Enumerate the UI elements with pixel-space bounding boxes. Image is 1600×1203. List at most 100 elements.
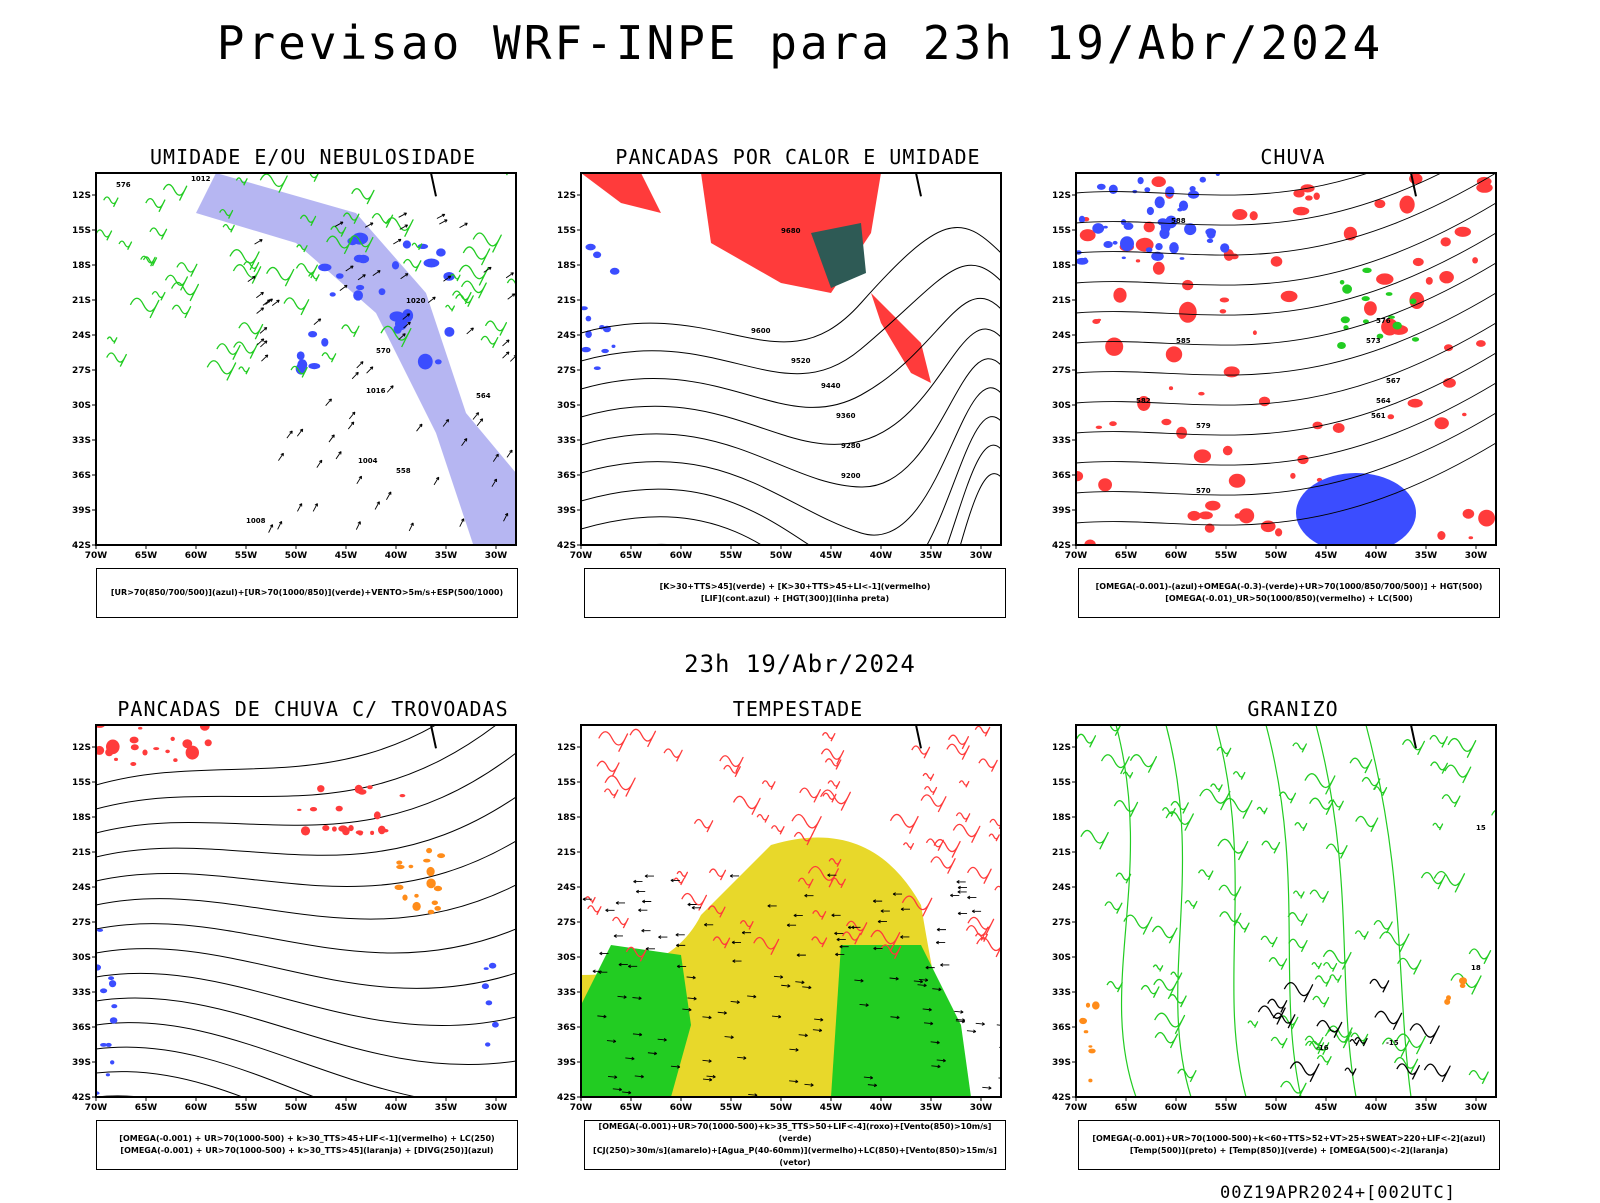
temp850-contour: [1294, 822, 1308, 832]
caption-line: [Temp(500)](preto) + [Temp(850)](verde) …: [1129, 1146, 1449, 1155]
temp850-contour: [1304, 773, 1336, 795]
map-granizo: -15 -16 15 18 12S 15S 18S 21S 24S 27S 30S 33S 36S 39S…: [1052, 724, 1497, 1113]
temp850-contour: [1379, 931, 1410, 953]
wind-vector: [364, 222, 374, 228]
rain-blue: [1146, 206, 1154, 216]
temp850-contour: [1311, 962, 1322, 970]
panel-title: TEMPESTADE: [732, 697, 864, 721]
humidity-upper: [357, 254, 370, 264]
map-background: [1076, 173, 1496, 545]
temp850-contour: [1361, 776, 1381, 791]
contour-label: 582: [1136, 397, 1151, 405]
precip-water-red: [952, 823, 981, 843]
precip-water-red: [902, 842, 914, 850]
divergence-blue: [109, 1017, 118, 1024]
rain-blue: [1092, 223, 1105, 234]
wind-vector: [975, 1022, 985, 1026]
caption-line: [LIF](cont.azul) + [HGT(300)](linha pret…: [700, 594, 890, 603]
wind-vector: [612, 1087, 623, 1092]
contour-label: 9680: [781, 227, 801, 235]
lat-tick-label: 42S: [1052, 541, 1071, 551]
precip-water-red: [947, 734, 969, 750]
lat-tick-label: 36S: [557, 1023, 576, 1033]
precip-water-red: [693, 818, 714, 833]
wind-vector: [682, 1007, 692, 1012]
wind-vector: [503, 512, 509, 522]
wind-vector: [606, 1039, 617, 1044]
rain-blue: [1179, 257, 1185, 260]
hgt300-contour: [581, 226, 1001, 343]
storm-red: [367, 785, 373, 790]
divergence-blue: [485, 1042, 491, 1047]
green-contour: [341, 324, 360, 338]
lat-tick-label: 24S: [72, 883, 91, 893]
wind-vector: [615, 901, 626, 905]
temp850-contour: [1292, 890, 1305, 899]
lat-tick-label: 27S: [72, 366, 91, 376]
lif-contour: [601, 348, 609, 354]
temp850-contour: [1354, 930, 1369, 940]
humidity-upper: [295, 363, 307, 375]
rain-red: [1204, 523, 1215, 533]
green-contour: [295, 263, 318, 279]
temp850-contour: [1278, 1015, 1299, 1030]
lat-tick-label: 30S: [1052, 401, 1071, 411]
rain-red: [1178, 301, 1197, 323]
wind-vector: [472, 412, 480, 420]
wind-vector: [859, 1003, 869, 1007]
border-line: [1236, 92, 1316, 150]
caption-line: [CJ(250)>30m/s](amarelo)+[Agua_P(40-60mm…: [593, 1146, 997, 1167]
wind-vector: [930, 1040, 940, 1045]
wind-vector: [890, 1015, 900, 1020]
temp850-contour: [1165, 811, 1194, 831]
rain-blue: [1184, 223, 1197, 236]
lat-tick-label: 36S: [1052, 1023, 1071, 1033]
rain-blue: [1121, 256, 1126, 260]
lon-tick-label: 40W: [1365, 1103, 1388, 1113]
precip-water-red: [596, 760, 620, 777]
map-frame: [580, 172, 1002, 546]
wind-vector: [491, 478, 498, 487]
wind-vector: [297, 503, 303, 512]
rain-red: [1462, 412, 1467, 417]
wind-vector: [729, 874, 740, 878]
contour-label: 573: [1366, 337, 1381, 345]
main-title: Previsao WRF-INPE para 23h 19/Abr/2024: [216, 16, 1384, 70]
storm-red: [354, 784, 363, 794]
temp850-contour: [1304, 1035, 1324, 1049]
wind-vector: [732, 959, 742, 963]
storm-red: [182, 739, 193, 749]
storm-orange: [426, 878, 436, 889]
wind-vector: [670, 878, 680, 883]
temp850-contour: [1327, 1025, 1353, 1044]
lif-contour: [585, 330, 592, 338]
temp850-contour: [1305, 1040, 1325, 1055]
storm-red: [317, 785, 325, 793]
storm-red: [106, 739, 120, 755]
lon-tick-label: 60W: [185, 551, 208, 561]
divergence-blue: [108, 976, 115, 981]
map-pancadas-calor: 9680 9600 9520 9440 9360 9280 9200 12S 15S 18S 21S…: [557, 172, 1002, 561]
temp850-contour: [1154, 1012, 1186, 1035]
lat-tick-label: 42S: [557, 1093, 576, 1103]
rain-green: [1392, 321, 1402, 330]
precip-water-red: [799, 787, 821, 803]
wind-vector: [867, 1083, 878, 1088]
wind-vector: [271, 299, 280, 307]
wind-vector: [476, 418, 484, 427]
temp850-contour: [1322, 949, 1352, 970]
temp850-contour: [1468, 1070, 1489, 1085]
rain-red: [1425, 277, 1433, 285]
green-contour: [259, 173, 288, 193]
rain-red: [1462, 508, 1475, 519]
instability-red: [581, 173, 661, 213]
precip-water-red: [966, 866, 992, 885]
wind-vector: [366, 366, 374, 374]
wind-vector: [627, 964, 638, 969]
temp850-contour: [1355, 815, 1379, 832]
rain-red: [1407, 398, 1423, 408]
lat-tick-label: 39S: [72, 506, 91, 516]
temp850-contour: [1154, 1031, 1178, 1049]
temp850-contour: [1161, 807, 1176, 817]
rain-red: [1113, 287, 1127, 303]
